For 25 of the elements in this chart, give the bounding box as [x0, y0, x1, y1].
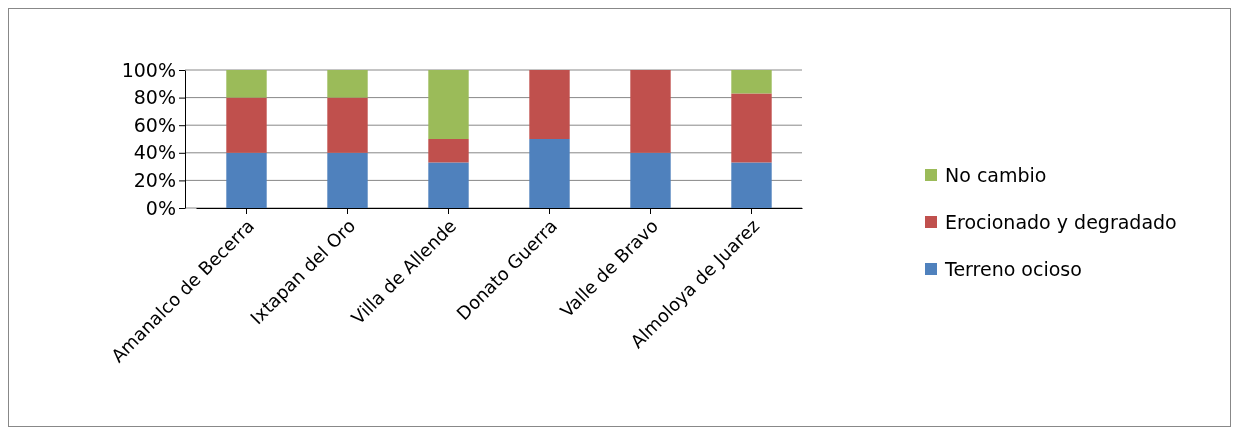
y-tick-label: 80% [133, 86, 176, 109]
bar [529, 139, 570, 208]
y-tick-label: 40% [133, 141, 176, 164]
y-tick-label: 20% [133, 168, 176, 191]
bar [428, 162, 469, 208]
bar [731, 162, 772, 208]
y-tick-label: 0% [145, 196, 176, 219]
bar [226, 97, 267, 153]
bar [327, 152, 368, 208]
bar [428, 70, 469, 139]
legend-label: No cambio [945, 163, 1047, 186]
y-tick-label: 60% [133, 113, 176, 136]
bar [529, 70, 570, 139]
bar [731, 93, 772, 163]
bar [630, 152, 671, 208]
bar [428, 139, 469, 163]
bar [327, 97, 368, 153]
y-tick-label: 100% [121, 58, 176, 81]
bar [630, 70, 671, 153]
bar [226, 152, 267, 208]
legend-label: Erocionado y degradado [945, 210, 1177, 233]
bar [327, 70, 368, 98]
legend-label: Terreno ocioso [944, 257, 1082, 280]
bar [226, 70, 267, 98]
bar [731, 70, 772, 94]
